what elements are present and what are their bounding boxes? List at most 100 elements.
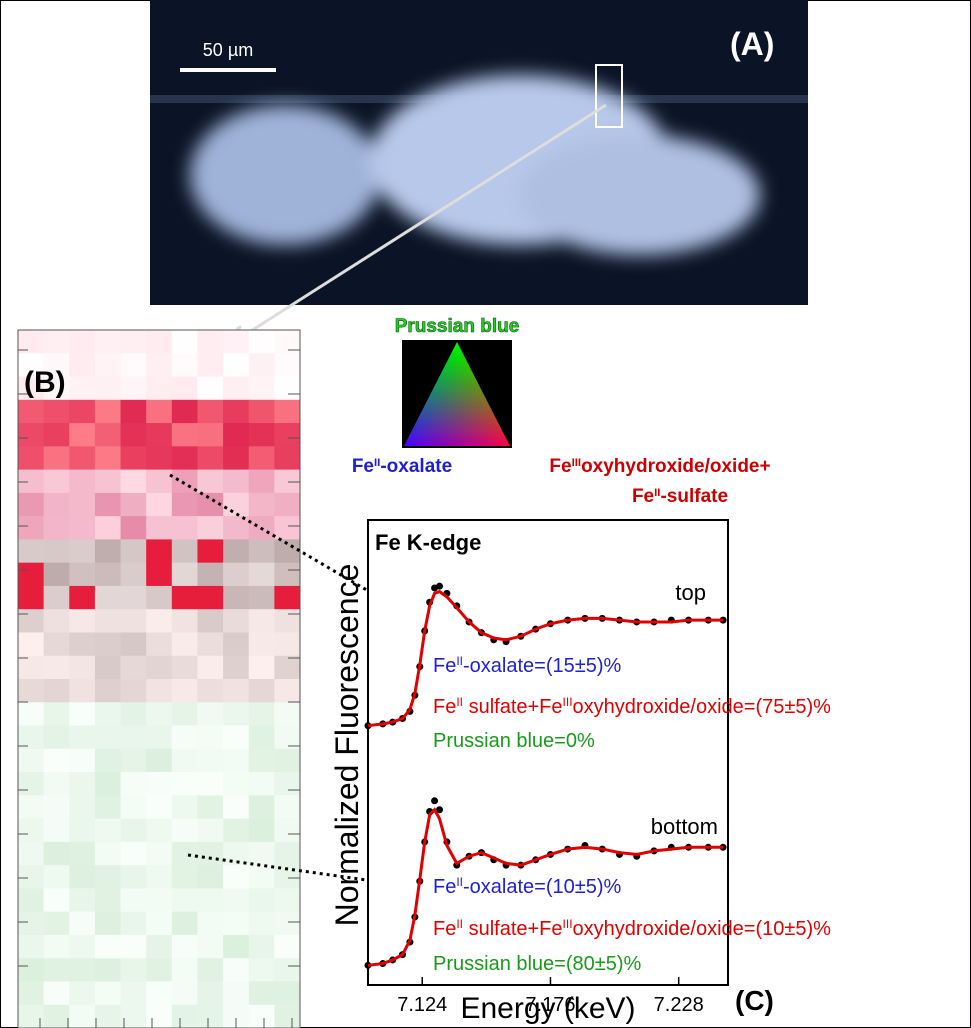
map-cell	[249, 912, 275, 936]
map-cell	[121, 865, 147, 889]
map-cell	[95, 353, 121, 377]
map-cell	[44, 726, 70, 750]
map-cell	[44, 516, 70, 540]
map-cell	[172, 563, 198, 587]
map-cell	[44, 470, 70, 494]
map-cell	[197, 423, 223, 447]
map-cell	[249, 656, 275, 680]
panel-a: 50 µm (A)	[150, 0, 808, 343]
map-cell	[249, 772, 275, 796]
text-segment: Fe	[433, 918, 456, 940]
map-cell	[18, 563, 44, 587]
map-cell	[95, 888, 121, 912]
map-cell	[44, 1005, 70, 1028]
map-cell	[121, 423, 147, 447]
map-cell	[44, 609, 70, 633]
map-cell	[69, 656, 95, 680]
triangle-right-label: FeII-sulfate	[632, 486, 728, 507]
map-cell	[197, 400, 223, 424]
map-cell	[95, 772, 121, 796]
map-cell	[274, 353, 300, 377]
map-cell	[274, 400, 300, 424]
map-cell	[249, 353, 275, 377]
x-tick-label: 7.124	[397, 994, 447, 1016]
map-cell	[44, 888, 70, 912]
map-cell	[274, 795, 300, 819]
map-cell	[274, 842, 300, 866]
map-cell	[197, 330, 223, 354]
map-cell	[69, 702, 95, 726]
map-cell	[223, 679, 249, 703]
map-cell	[95, 330, 121, 354]
map-cell	[197, 586, 223, 610]
map-cell	[95, 446, 121, 470]
map-cell	[274, 772, 300, 796]
map-cell	[121, 353, 147, 377]
map-cell	[249, 819, 275, 843]
map-cell	[146, 772, 172, 796]
map-cell	[172, 330, 198, 354]
map-cell	[121, 888, 147, 912]
map-cell	[95, 656, 121, 680]
map-cell	[69, 912, 95, 936]
map-cell	[197, 679, 223, 703]
map-cell	[197, 981, 223, 1005]
map-cell	[121, 539, 147, 563]
map-cell	[18, 632, 44, 656]
map-cell	[223, 888, 249, 912]
map-cell	[121, 586, 147, 610]
map-cell	[18, 958, 44, 982]
map-cell	[249, 888, 275, 912]
particle	[190, 105, 380, 245]
map-cell	[223, 493, 249, 517]
map-cell	[95, 470, 121, 494]
map-cell	[121, 842, 147, 866]
map-cell	[274, 493, 300, 517]
map-cell	[18, 772, 44, 796]
map-cell	[95, 516, 121, 540]
map-cell	[121, 563, 147, 587]
map-cell	[18, 423, 44, 447]
map-cell	[172, 702, 198, 726]
superscript: II	[456, 875, 463, 889]
map-cell	[18, 865, 44, 889]
map-cell	[121, 981, 147, 1005]
text-segment: oxyhydroxide/oxide+	[581, 456, 771, 477]
map-cell	[172, 377, 198, 401]
panel-label: (B)	[24, 366, 66, 399]
superscript: III	[572, 457, 582, 469]
text-segment: -sulfate	[660, 486, 728, 507]
map-cell	[69, 563, 95, 587]
map-cell	[197, 446, 223, 470]
map-cell	[172, 888, 198, 912]
map-cell	[249, 470, 275, 494]
map-cell	[121, 400, 147, 424]
map-cell	[223, 795, 249, 819]
map-cell	[274, 563, 300, 587]
map-cell	[249, 702, 275, 726]
map-cell	[274, 819, 300, 843]
map-cell	[121, 958, 147, 982]
chart-title: Fe K-edge	[375, 530, 481, 555]
map-cell	[18, 981, 44, 1005]
annotation: FeII sulfate+FeIIIoxyhydroxide/oxide=(10…	[433, 917, 831, 940]
map-cell	[223, 539, 249, 563]
map-cell	[223, 516, 249, 540]
map-cell	[274, 609, 300, 633]
map-cell	[172, 679, 198, 703]
map-cell	[223, 912, 249, 936]
map-cell	[172, 865, 198, 889]
map-cell	[69, 539, 95, 563]
triangle-left-label: FeII-oxalate	[352, 456, 452, 477]
map-cell	[274, 702, 300, 726]
text-segment: -oxalate=(10±5)%	[463, 876, 621, 898]
map-cell	[18, 935, 44, 959]
map-cell	[249, 795, 275, 819]
map-cell	[172, 726, 198, 750]
map-cell	[223, 586, 249, 610]
page-body: 50 µm (A) (B) Prussian blue FeII-oxalate…	[0, 0, 971, 1028]
map-cell	[223, 819, 249, 843]
text-segment: -oxalate=(15±5)%	[463, 655, 621, 677]
map-cell	[249, 981, 275, 1005]
map-cell	[18, 656, 44, 680]
